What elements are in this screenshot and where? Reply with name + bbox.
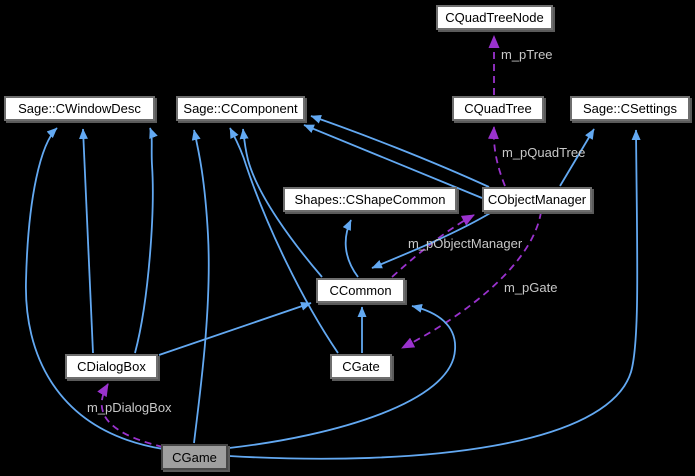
node-sage-ccomponent[interactable]: Sage::CComponent <box>176 96 305 121</box>
node-label: CDialogBox <box>77 359 146 374</box>
edge-inheritance-CCommon-to-Sage::CComponent <box>239 128 323 278</box>
node-label: CQuadTreeNode <box>445 10 544 25</box>
node-label: CGate <box>342 359 380 374</box>
node-label: Sage::CWindowDesc <box>18 101 141 116</box>
node-cgame[interactable]: CGame <box>161 444 228 470</box>
edge-inheritance-CObjectManager-to-Sage::CSettings <box>559 128 595 187</box>
node-cgate[interactable]: CGate <box>330 354 392 379</box>
edge-inheritance-CDialogBox-to-Sage::CWindowDesc <box>78 128 94 354</box>
edge-inheritance-CDialogBox-to-CCommon <box>158 301 312 356</box>
edge-usage-CObjectManager-to-CGate <box>401 211 542 349</box>
node-sage-cwindowdesc[interactable]: Sage::CWindowDesc <box>4 96 155 121</box>
node-label: Shapes::CShapeCommon <box>294 192 446 207</box>
edge-inheritance-CGame-to-CCommon <box>228 303 456 449</box>
edge-inheritance-CGame-to-Sage::CSettings <box>228 129 641 460</box>
node-label: CQuadTree <box>464 101 532 116</box>
edge-usage-CCommon-to-CObjectManager <box>391 214 475 278</box>
node-label: CGame <box>172 449 217 465</box>
node-label: Sage::CSettings <box>583 101 677 116</box>
node-label: CCommon <box>329 283 392 298</box>
node-label: Sage::CComponent <box>183 101 298 116</box>
edge-usage-CObjectManager-to-CQuadTree <box>487 126 506 187</box>
node-ccommon[interactable]: CCommon <box>316 278 405 303</box>
node-cobjectmanager[interactable]: CObjectManager <box>482 187 592 212</box>
node-sage-csettings[interactable]: Sage::CSettings <box>570 96 690 121</box>
edge-inheritance-CDialogBox-to-Sage::CWindowDesc <box>134 127 158 354</box>
node-cquadtree[interactable]: CQuadTree <box>452 96 544 121</box>
edge-inheritance-CGame-to-Sage::CComponent <box>191 129 210 444</box>
node-label: CObjectManager <box>487 192 587 207</box>
edge-inheritance-CObjectManager-to-Sage::CComponent <box>310 115 490 188</box>
node-cdialogbox[interactable]: CDialogBox <box>65 354 158 379</box>
edge-inheritance-CGate-to-Sage::CComponent <box>229 127 339 354</box>
edge-inheritance-CObjectManager-to-Sage::CComponent <box>303 124 483 199</box>
node-cquadtreenode[interactable]: CQuadTreeNode <box>436 5 553 30</box>
edge-inheritance-CObjectManager-to-CCommon <box>371 211 493 269</box>
edge-inheritance-CGame-to-Sage::CWindowDesc <box>25 127 164 450</box>
edge-usage-CGame-to-CDialogBox <box>97 383 164 448</box>
edge-inheritance-CCommon-to-Shapes::CShapeCommon <box>342 219 359 278</box>
node-shapes-cshapecommon[interactable]: Shapes::CShapeCommon <box>283 187 457 212</box>
